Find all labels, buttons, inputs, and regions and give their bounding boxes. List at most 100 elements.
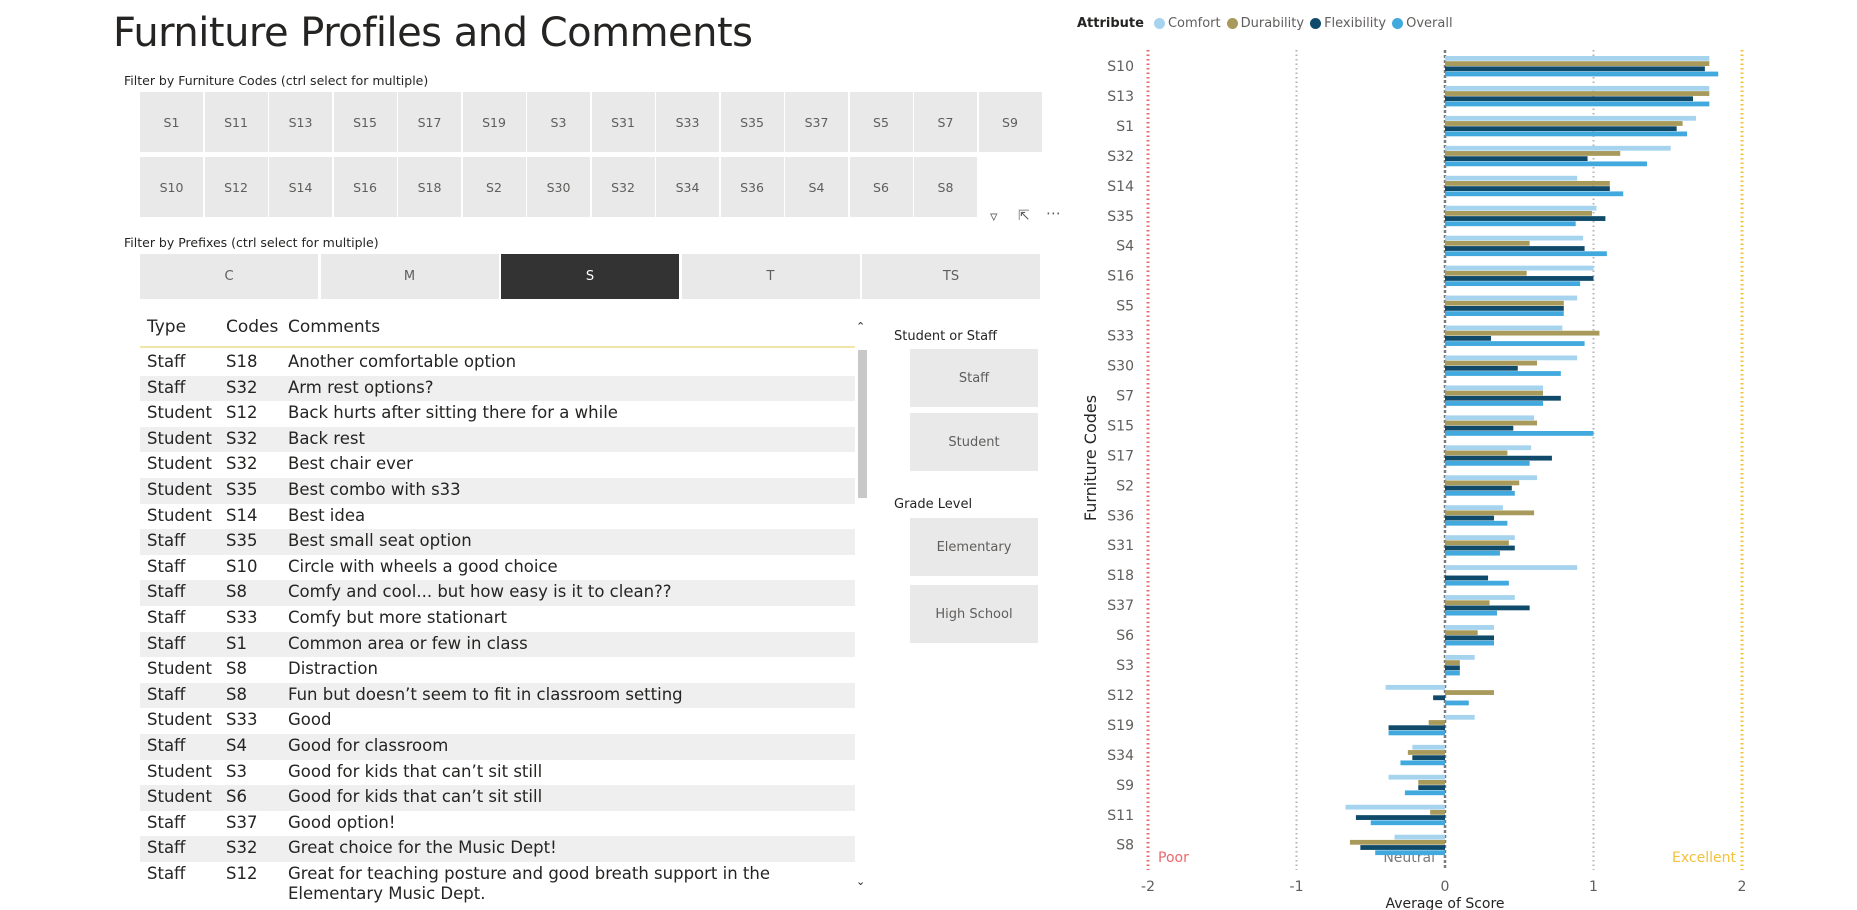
cell-type: Student — [147, 454, 212, 474]
furniture-code-s35[interactable]: S35 — [720, 92, 784, 152]
prefix-option-m[interactable]: M — [320, 254, 499, 299]
cell-comment: Another comfortable option — [288, 352, 517, 371]
furniture-code-s6[interactable]: S6 — [849, 157, 913, 217]
furniture-code-s2[interactable]: S2 — [462, 157, 526, 217]
furniture-code-s10[interactable]: S10 — [140, 157, 203, 217]
table-row[interactable]: Staff S1 Common area or few in class — [140, 631, 855, 658]
furniture-code-s5[interactable]: S5 — [849, 92, 913, 152]
prefix-option-t[interactable]: T — [681, 254, 860, 299]
furniture-code-s14[interactable]: S14 — [269, 157, 332, 217]
table-row[interactable]: Staff S10 Circle with wheels a good choice — [140, 555, 855, 581]
bar-s2-comfort — [1445, 475, 1538, 481]
furniture-code-s13[interactable]: S13 — [269, 92, 332, 152]
table-row[interactable]: Student S8 Distraction — [140, 657, 855, 683]
column-header-comments[interactable]: Comments — [288, 317, 381, 337]
bar-s7-flexibility — [1445, 395, 1561, 401]
furniture-code-s15[interactable]: S15 — [333, 92, 397, 152]
furniture-code-s18[interactable]: S18 — [398, 157, 461, 217]
furniture-code-s36[interactable]: S36 — [720, 157, 784, 217]
table-row[interactable]: Staff S35 Best small seat option — [140, 529, 855, 555]
table-row[interactable]: Staff S32 Great choice for the Music Dept! — [140, 836, 855, 862]
table-row[interactable]: Student S35 Best combo with s33 — [140, 478, 855, 504]
table-row[interactable]: Staff S8 Fun but doesn’t seem to fit in cl… — [140, 682, 855, 709]
scroll-down-icon[interactable]: ⌄ — [856, 875, 866, 888]
furniture-code-s37[interactable]: S37 — [785, 92, 848, 152]
table-scrollbar[interactable]: ⌃ ⌄ — [856, 320, 868, 900]
table-row[interactable]: Staff S32 Arm rest options? — [140, 375, 855, 402]
focus-mode-icon[interactable]: ⇱ — [1018, 208, 1030, 224]
furniture-code-s7[interactable]: S7 — [914, 92, 977, 152]
table-row[interactable]: Student S3 Good for kids that can’t sit st… — [140, 760, 855, 786]
bar-s12-durability — [1445, 690, 1495, 695]
legend-item-durability[interactable]: Durability — [1226, 16, 1304, 31]
prefix-option-c[interactable]: C — [140, 254, 318, 299]
table-row[interactable]: Staff S33 Comfy but more stationart — [140, 606, 855, 632]
table-row[interactable]: Staff S37 Good option! — [140, 811, 855, 837]
bar-s5-overall — [1445, 311, 1564, 316]
column-header-type[interactable]: Type — [147, 317, 187, 337]
table-row[interactable]: Student S6 Good for kids that can’t sit st… — [140, 785, 855, 811]
furniture-code-s30[interactable]: S30 — [527, 157, 590, 217]
furniture-code-s12[interactable]: S12 — [204, 157, 268, 217]
furniture-code-s4[interactable]: S4 — [785, 157, 848, 217]
cell-code: S8 — [226, 659, 247, 679]
bar-s9-comfort — [1388, 774, 1445, 780]
table-row[interactable]: Student S32 Best chair ever — [140, 452, 855, 478]
bar-s13-overall — [1445, 101, 1710, 107]
column-header-codes[interactable]: Codes — [226, 317, 279, 337]
comments-table: Type Codes Comments Staff S18 Another comf… — [140, 310, 870, 905]
furniture-code-s34[interactable]: S34 — [656, 157, 719, 217]
grade-option-elementary[interactable]: Elementary — [910, 518, 1038, 576]
legend-item-overall[interactable]: Overall — [1392, 16, 1453, 31]
cell-comment: Circle with wheels a good choice — [288, 556, 558, 576]
furniture-code-s19[interactable]: S19 — [462, 92, 526, 152]
bar-s36-overall — [1445, 520, 1508, 526]
prefix-slicer-title: Filter by Prefixes (ctrl select for mult… — [124, 235, 379, 250]
furniture-code-s33[interactable]: S33 — [656, 92, 719, 152]
furniture-code-s8[interactable]: S8 — [914, 157, 977, 217]
bar-s15-comfort — [1445, 415, 1535, 421]
y-tick-label: S13 — [1107, 89, 1134, 105]
prefix-option-s[interactable]: S — [501, 254, 679, 299]
table-header: Type Codes Comments — [140, 310, 855, 348]
furniture-code-s17[interactable]: S17 — [398, 92, 461, 152]
legend-item-comfort[interactable]: Comfort — [1153, 16, 1221, 31]
bar-s9-overall — [1404, 790, 1445, 796]
furniture-code-s31[interactable]: S31 — [591, 92, 655, 152]
furniture-code-s32[interactable]: S32 — [591, 157, 655, 217]
x-tick-label: -2 — [1141, 879, 1155, 895]
table-row[interactable]: Student S33 Good — [140, 708, 855, 734]
furniture-code-s3[interactable]: S3 — [527, 92, 590, 152]
cell-comment: Distraction — [288, 659, 378, 679]
table-row[interactable]: Staff S8 Comfy and cool... but how easy is… — [140, 580, 855, 606]
cell-type: Staff — [147, 352, 186, 371]
cell-code: S14 — [226, 505, 258, 525]
grade-option-high-school[interactable]: High School — [910, 585, 1038, 643]
legend-item-flexibility[interactable]: Flexibility — [1310, 16, 1386, 31]
role-option-student[interactable]: Student — [910, 413, 1038, 471]
scroll-up-icon[interactable]: ⌃ — [856, 320, 866, 333]
bar-s3-durability — [1445, 660, 1460, 665]
table-row[interactable]: Staff S18 Another comfortable option — [140, 350, 855, 376]
table-row[interactable]: Staff S12 Great for teaching posture and g… — [140, 862, 855, 905]
table-row[interactable]: Student S12 Back hurts after sitting there… — [140, 401, 855, 427]
prefix-option-ts[interactable]: TS — [862, 254, 1040, 299]
cell-type: Student — [147, 480, 212, 499]
furniture-code-s9[interactable]: S9 — [978, 92, 1042, 152]
bar-s30-durability — [1445, 360, 1538, 366]
more-options-icon[interactable]: ⋯ — [1046, 204, 1061, 222]
cell-code: S35 — [226, 531, 258, 551]
role-option-staff[interactable]: Staff — [910, 349, 1038, 407]
scroll-thumb[interactable] — [858, 350, 867, 498]
y-tick-label: S31 — [1107, 538, 1134, 554]
legend-title: Attribute — [1077, 15, 1144, 31]
furniture-code-s16[interactable]: S16 — [333, 157, 397, 217]
bar-s14-overall — [1445, 191, 1624, 197]
table-row[interactable]: Student S32 Back rest — [140, 426, 855, 453]
furniture-code-s1[interactable]: S1 — [140, 92, 203, 152]
filter-icon[interactable]: ▿ — [990, 207, 998, 225]
bar-s19-comfort — [1445, 714, 1475, 720]
furniture-code-s11[interactable]: S11 — [204, 92, 268, 152]
table-row[interactable]: Staff S4 Good for classroom — [140, 734, 855, 760]
table-row[interactable]: Student S14 Best idea — [140, 504, 855, 530]
